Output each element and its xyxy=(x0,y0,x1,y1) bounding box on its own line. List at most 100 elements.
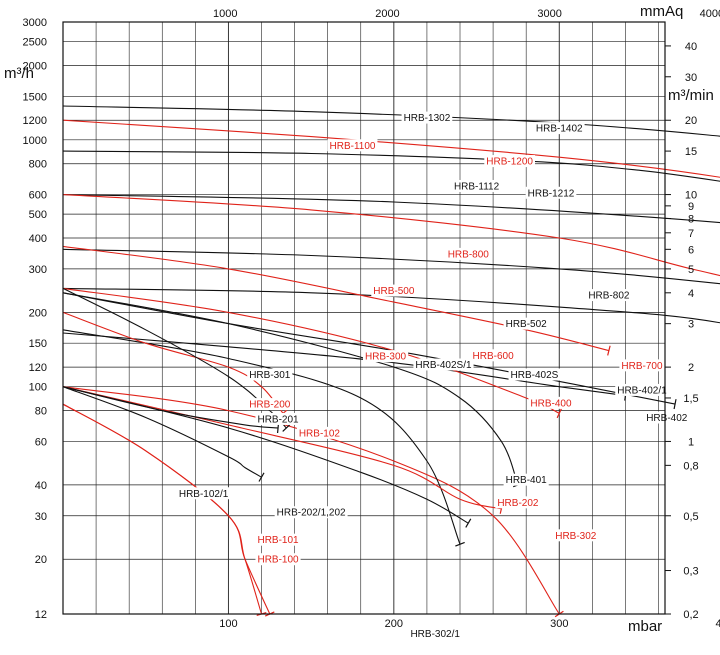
curve-end-mark xyxy=(465,518,472,528)
curve-label-text: HRB-1112 xyxy=(454,181,500,192)
curve-hrb-401 xyxy=(62,292,519,486)
top-axis-unit: mmAq xyxy=(640,3,683,20)
curve-label-background xyxy=(296,426,342,439)
curve-label-text: HRB-102/1 xyxy=(179,489,229,500)
curve-label-text: HRB-802 xyxy=(588,291,630,302)
curve-hrb-302-1 xyxy=(62,329,461,545)
curve-label: HRB-102/1 xyxy=(176,487,231,500)
bottom-tick-label: 300 xyxy=(550,618,568,630)
curve-label-background xyxy=(451,179,502,192)
plot-frame xyxy=(62,21,666,615)
right-tick-label: 6 xyxy=(688,244,694,256)
curve-label-text: HRB-500 xyxy=(373,286,415,297)
left-tick-label: 200 xyxy=(29,307,47,319)
curve-end-mark xyxy=(673,399,677,410)
grid xyxy=(63,22,665,614)
curve-hrb-1212 xyxy=(62,150,720,182)
curve-label-text: HRB-402/1 xyxy=(617,385,667,396)
curve-label-text: HRB-502 xyxy=(506,319,548,330)
curve-hrb-700 xyxy=(62,245,610,352)
curve-label: HRB-1402 xyxy=(533,122,585,135)
curve-hrb-102 xyxy=(62,386,279,429)
curve-label: HRB-1212 xyxy=(525,186,577,199)
right-tick-label: 7 xyxy=(688,228,694,240)
curve-end-mark xyxy=(282,424,291,432)
curve-label: HRB-300 xyxy=(362,350,409,363)
left-tick-label: 100 xyxy=(29,382,47,394)
left-tick-label: 2000 xyxy=(23,60,47,72)
curve-label-background xyxy=(327,139,378,152)
left-tick-label: 500 xyxy=(29,209,47,221)
curve-label: HRB-202 xyxy=(495,496,541,509)
right-tick-label: 10 xyxy=(685,190,697,202)
curve-label: HRB-201 xyxy=(255,412,301,425)
curve-label-background xyxy=(247,398,293,411)
right-tick-label: 1 xyxy=(688,436,694,448)
left-tick-label: 12 xyxy=(35,609,47,621)
curve-end-mark xyxy=(455,541,465,547)
curve-label-text: HRB-401 xyxy=(506,475,548,486)
right-tick-label: 40 xyxy=(685,41,697,53)
bottom-axis-unit: mbar xyxy=(628,618,662,635)
curve-label-background xyxy=(484,155,535,168)
right-tick-label: 1,5 xyxy=(683,393,698,405)
left-axis-unit: m³/h xyxy=(4,65,34,82)
curve-label: HRB-302/1 xyxy=(408,627,462,640)
curve-label: HRB-802 xyxy=(586,289,632,302)
curve-label-text: HRB-202/1,202 xyxy=(277,508,346,519)
curve-label-text: HRB-201 xyxy=(257,414,299,425)
curve-label: HRB-1100 xyxy=(327,139,378,152)
curve-labels: HRB-1302HRB-1402HRB-1502HRB-1100HRB-1200… xyxy=(176,111,690,640)
curve-label-text: HRB-102 xyxy=(299,428,341,439)
curve-end-mark xyxy=(258,472,265,482)
left-tick-label: 1000 xyxy=(23,135,47,147)
curve-label: HRB-500 xyxy=(371,284,417,297)
curve-label-text: HRB-300 xyxy=(365,352,407,363)
top-tick-label: 3000 xyxy=(537,8,561,20)
curve-label-text: HRB-1302 xyxy=(404,113,451,124)
top-tick-label: 1000 xyxy=(213,8,237,20)
curve-label-background xyxy=(619,359,665,372)
curve-label-background xyxy=(401,111,453,124)
curve-label-background xyxy=(495,496,541,509)
curve-label-background xyxy=(503,317,549,330)
curve-label-text: HRB-101 xyxy=(257,535,299,546)
bottom-tick-label: 100 xyxy=(219,618,237,630)
curve-label: HRB-202/1,202 xyxy=(274,506,348,519)
curve-label-text: HRB-1212 xyxy=(528,188,575,199)
left-tick-label: 2500 xyxy=(23,37,47,49)
right-tick-label: 0,3 xyxy=(683,566,698,578)
curve-hrb-1502 xyxy=(62,105,720,137)
curve-label-background xyxy=(508,368,561,381)
right-tick-label: 8 xyxy=(688,213,694,225)
right-tick-label: 0,2 xyxy=(683,609,698,621)
curve-label-text: HRB-1200 xyxy=(486,157,533,168)
curve-label: HRB-1302 xyxy=(401,111,453,124)
curve-hrb-200 xyxy=(62,311,284,414)
right-tick-label: 9 xyxy=(688,201,694,213)
curve-label: HRB-1200 xyxy=(484,155,535,168)
right-tick-label: 15 xyxy=(685,146,697,158)
curve-label-text: HRB-400 xyxy=(530,398,572,409)
curve-label-text: HRB-202 xyxy=(497,498,539,509)
curve-label: HRB-600 xyxy=(470,349,516,362)
curve-hrb-400 xyxy=(62,287,560,414)
curve-label: HRB-402 xyxy=(644,411,690,424)
curve-label: HRB-1112 xyxy=(451,179,502,192)
curve-hrb-202 xyxy=(62,386,502,510)
curve-hrb-102-1 xyxy=(62,386,262,478)
curve-label: HRB-301 xyxy=(247,368,293,381)
left-tick-label: 300 xyxy=(29,264,47,276)
curve-label-text: HRB-402S xyxy=(511,370,559,381)
curve-label: HRB-200 xyxy=(247,398,293,411)
left-tick-label: 3000 xyxy=(23,17,47,29)
curve-label-background xyxy=(445,247,491,260)
right-tick-label: 5 xyxy=(688,264,694,276)
curve-label: HRB-700 xyxy=(619,359,665,372)
curve-label-text: HRB-302 xyxy=(555,531,597,542)
curve-label-background xyxy=(528,396,574,409)
left-tick-label: 120 xyxy=(29,362,47,374)
curve-label-text: HRB-301 xyxy=(249,370,291,381)
curve-label-text: HRB-800 xyxy=(448,249,490,260)
curve-label-text: HRB-700 xyxy=(621,361,663,372)
